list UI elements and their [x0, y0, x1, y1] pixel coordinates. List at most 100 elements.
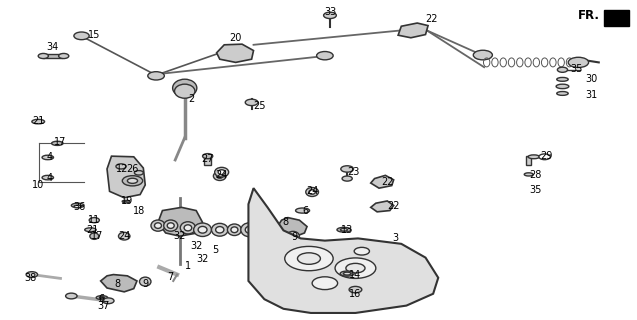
Text: 10: 10 — [32, 180, 45, 190]
Text: 22: 22 — [426, 13, 438, 24]
Text: 31: 31 — [585, 90, 598, 100]
Ellipse shape — [194, 223, 211, 236]
Circle shape — [285, 246, 333, 271]
Circle shape — [354, 247, 369, 255]
Circle shape — [134, 171, 143, 175]
Ellipse shape — [198, 227, 207, 233]
Ellipse shape — [32, 119, 45, 124]
Polygon shape — [158, 207, 203, 236]
Text: 24: 24 — [118, 231, 131, 241]
Ellipse shape — [52, 141, 63, 146]
Text: 15: 15 — [88, 29, 101, 40]
Ellipse shape — [306, 188, 318, 196]
Polygon shape — [101, 275, 137, 292]
Ellipse shape — [524, 173, 533, 176]
Ellipse shape — [215, 227, 224, 233]
Text: 8: 8 — [282, 217, 289, 228]
Polygon shape — [217, 44, 254, 62]
Text: 29: 29 — [540, 151, 553, 161]
Circle shape — [317, 52, 333, 60]
Ellipse shape — [296, 208, 310, 213]
Circle shape — [557, 67, 568, 72]
Text: 5: 5 — [212, 244, 218, 255]
Circle shape — [349, 286, 362, 293]
Circle shape — [122, 176, 143, 186]
Ellipse shape — [74, 205, 82, 208]
Ellipse shape — [215, 167, 229, 177]
Polygon shape — [277, 218, 307, 236]
Circle shape — [341, 166, 354, 172]
Ellipse shape — [337, 227, 351, 232]
Circle shape — [59, 53, 69, 59]
Text: 19: 19 — [121, 196, 134, 206]
Ellipse shape — [340, 271, 354, 276]
Text: 3: 3 — [392, 233, 398, 244]
Text: 9: 9 — [291, 232, 297, 242]
Ellipse shape — [175, 84, 195, 98]
Ellipse shape — [90, 233, 99, 239]
Text: 32: 32 — [196, 253, 209, 264]
Text: 16: 16 — [349, 289, 362, 299]
Polygon shape — [398, 23, 428, 38]
Ellipse shape — [556, 84, 569, 89]
Circle shape — [89, 218, 99, 223]
Ellipse shape — [276, 227, 283, 233]
Text: 22: 22 — [387, 201, 400, 212]
Text: 20: 20 — [229, 33, 242, 43]
Text: 9: 9 — [142, 279, 148, 289]
Text: 18: 18 — [132, 205, 145, 216]
Circle shape — [335, 258, 376, 278]
Text: 24: 24 — [215, 170, 228, 180]
Text: 34: 34 — [46, 42, 59, 52]
Text: FR.: FR. — [578, 9, 600, 22]
Circle shape — [245, 99, 258, 106]
Text: 23: 23 — [347, 167, 360, 177]
Ellipse shape — [309, 190, 315, 194]
Circle shape — [568, 57, 589, 68]
Ellipse shape — [140, 277, 151, 286]
Bar — [526, 156, 531, 165]
Circle shape — [66, 293, 77, 299]
Ellipse shape — [42, 155, 54, 160]
Ellipse shape — [217, 174, 223, 178]
Ellipse shape — [273, 224, 287, 236]
Ellipse shape — [167, 223, 174, 228]
Ellipse shape — [258, 223, 275, 236]
Polygon shape — [371, 175, 394, 188]
Text: 21: 21 — [32, 116, 45, 126]
Text: 1: 1 — [185, 260, 191, 271]
Ellipse shape — [241, 223, 259, 237]
Ellipse shape — [227, 224, 241, 236]
Ellipse shape — [42, 175, 54, 180]
Text: 11: 11 — [88, 215, 101, 225]
Text: 6: 6 — [303, 206, 309, 216]
Ellipse shape — [231, 227, 238, 233]
Ellipse shape — [154, 223, 161, 228]
Ellipse shape — [85, 228, 96, 232]
Circle shape — [473, 50, 492, 60]
Ellipse shape — [180, 222, 196, 234]
Text: 35: 35 — [570, 64, 583, 74]
Text: 38: 38 — [24, 273, 37, 283]
Polygon shape — [371, 201, 394, 212]
Text: 2: 2 — [188, 94, 194, 104]
Text: 4: 4 — [47, 152, 53, 162]
Ellipse shape — [213, 172, 226, 180]
Ellipse shape — [118, 232, 130, 240]
Polygon shape — [107, 156, 145, 198]
Circle shape — [342, 176, 352, 181]
Text: 17: 17 — [54, 137, 67, 148]
Text: 33: 33 — [324, 7, 336, 17]
Ellipse shape — [71, 203, 84, 208]
Circle shape — [148, 72, 164, 80]
Ellipse shape — [184, 225, 192, 231]
Text: 4: 4 — [47, 172, 53, 183]
Ellipse shape — [557, 77, 568, 81]
Circle shape — [26, 272, 38, 277]
Ellipse shape — [340, 228, 348, 231]
Bar — [43, 54, 62, 58]
Polygon shape — [248, 188, 438, 313]
Text: 28: 28 — [529, 170, 541, 180]
Text: 7: 7 — [168, 272, 174, 282]
Ellipse shape — [245, 226, 254, 233]
